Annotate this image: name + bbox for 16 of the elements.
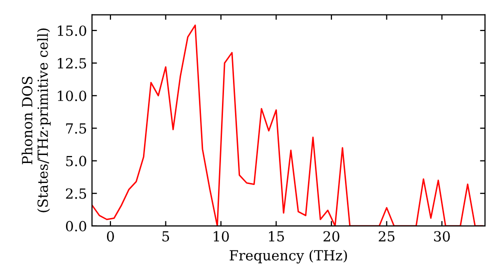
- y-tick-label: 12.5: [58, 58, 86, 69]
- x-tick-label: 20: [324, 231, 340, 242]
- y-tick-label: 5.0: [66, 156, 86, 166]
- x-tick-label: 0: [106, 231, 114, 242]
- x-tick-label: 25: [378, 231, 394, 242]
- y-tick-label: 10.0: [58, 90, 86, 102]
- x-tick-label: 15: [269, 231, 284, 242]
- x-tick-label: 10: [214, 231, 229, 242]
- x-tick-label: 5: [162, 231, 170, 242]
- y-tick-label: 2.5: [66, 188, 86, 199]
- y-tick-label: 0.0: [66, 220, 86, 232]
- x-axis-title: Frequency (THz): [230, 250, 347, 264]
- y-tick-label: 15.0: [58, 25, 86, 36]
- y-axis-title: Phonon DOS (States/THz·primitive cell): [22, 28, 51, 212]
- y-tick-label: 7.5: [66, 123, 86, 134]
- x-tick-label: 30: [434, 231, 450, 242]
